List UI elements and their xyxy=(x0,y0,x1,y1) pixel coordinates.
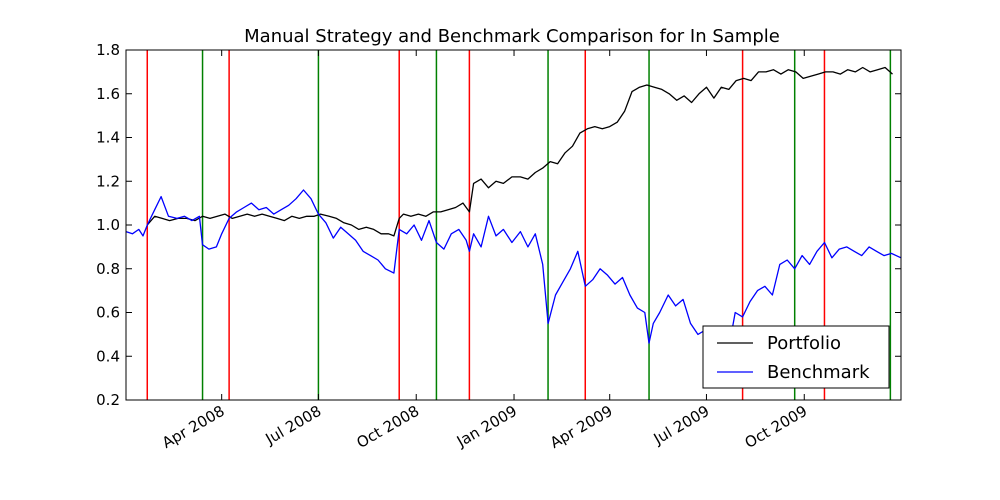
x-tick-label: Jul 2008 xyxy=(262,402,325,449)
x-tick-label: Apr 2008 xyxy=(159,402,228,452)
x-axis: Apr 2008 Jul 2008 Oct 2008 Jan 2009 Apr 2009… xyxy=(159,50,810,452)
y-tick-label: 0.4 xyxy=(96,347,120,365)
x-tick-label: Jul 2009 xyxy=(650,402,713,449)
y-tick-label: 1.6 xyxy=(96,85,120,103)
y-tick-label: 1.4 xyxy=(96,129,120,147)
x-tick-label: Apr 2009 xyxy=(547,402,616,452)
x-tick-label: Oct 2009 xyxy=(742,402,811,452)
y-tick-label: 0.6 xyxy=(96,304,120,322)
y-tick-label: 1.8 xyxy=(96,41,120,59)
series-lines xyxy=(125,66,902,355)
legend: Portfolio Benchmark xyxy=(702,325,890,389)
series-line-benchmark xyxy=(125,189,902,355)
y-axis: 0.2 0.4 0.6 0.8 1.0 1.2 1.4 1.6 1.8 xyxy=(96,41,901,409)
y-tick-label: 1.2 xyxy=(96,172,120,190)
y-tick-label: 1.0 xyxy=(96,216,120,234)
legend-label-benchmark: Benchmark xyxy=(767,362,870,383)
chart-title: Manual Strategy and Benchmark Comparison… xyxy=(244,26,780,47)
legend-box xyxy=(702,325,890,389)
legend-label-portfolio: Portfolio xyxy=(767,333,841,354)
x-tick-label: Jan 2009 xyxy=(453,402,520,451)
y-tick-label: 0.2 xyxy=(96,391,120,409)
y-tick-label: 0.8 xyxy=(96,260,120,278)
x-tick-label: Oct 2008 xyxy=(354,402,423,452)
series-line-portfolio xyxy=(146,66,893,237)
